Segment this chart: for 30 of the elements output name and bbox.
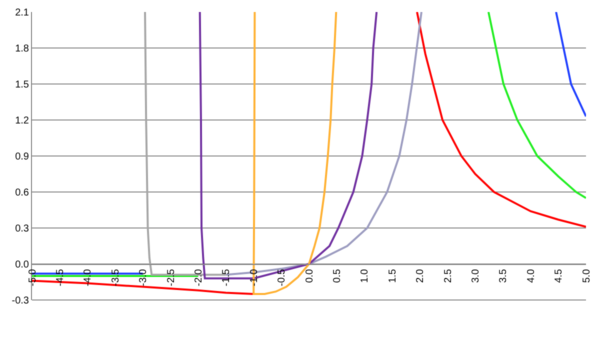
x-tick-label: -2.0 [193, 268, 204, 286]
x-tick-label: 3.5 [498, 268, 510, 283]
y-tick-label: 0.0 [15, 260, 30, 270]
x-tick-label: -4.5 [54, 268, 66, 286]
y-tick-label: 0.6 [15, 188, 30, 198]
x-tick-label: 4.0 [526, 268, 537, 283]
y-tick-label: 1.8 [15, 44, 30, 54]
x-tick-label: -3.0 [138, 268, 150, 286]
x-tick-label: 2.5 [442, 268, 454, 283]
x-tick-label: -3.5 [110, 268, 122, 286]
y-tick-label: 1.5 [15, 80, 30, 90]
y-tick-label: 2.1 [15, 8, 30, 18]
x-tick-label: 4.5 [554, 268, 565, 283]
x-tick-label: 3.0 [470, 268, 482, 283]
x-tick-label: 0.5 [332, 268, 343, 283]
y-tick-label: -0.3 [12, 296, 30, 306]
x-tick-label: 1.0 [360, 268, 371, 283]
x-tick-label: -1.0 [248, 268, 260, 286]
x-tick-label: 5.0 [581, 268, 592, 283]
x-tick-label: -1.5 [221, 268, 232, 286]
x-tick-label: -2.5 [166, 268, 177, 286]
y-tick-label: 0.3 [15, 224, 30, 234]
x-tick-label: 0.0 [304, 268, 316, 283]
y-tick-label: 0.9 [15, 152, 30, 162]
x-tick-label: -0.5 [276, 268, 288, 286]
x-tick-label: -4.0 [82, 268, 94, 286]
x-tick-label: 1.5 [387, 268, 398, 283]
x-tick-label: 2.0 [415, 268, 426, 283]
x-tick-label: -5.0 [27, 268, 38, 286]
y-tick-label: 1.2 [15, 116, 30, 126]
